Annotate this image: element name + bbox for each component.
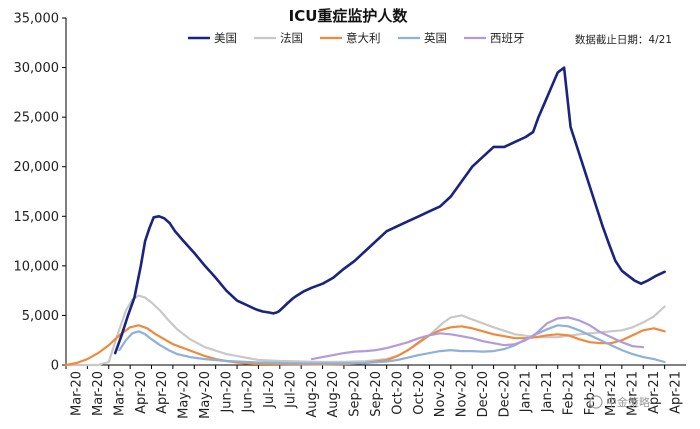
- y-tick-label: 15,000: [14, 210, 60, 225]
- x-tick-label: May-20: [198, 371, 213, 419]
- x-tick-label: Aug-20: [326, 371, 341, 418]
- series-line-4: [310, 316, 645, 361]
- x-tick-label: Mar-20: [112, 371, 127, 416]
- wechat-icon: [589, 395, 603, 409]
- y-tick-label: 35,000: [14, 12, 60, 27]
- x-tick-label: Jun-20: [219, 371, 234, 414]
- series-line-3: [118, 324, 666, 365]
- x-tick-label: Apr-20: [155, 371, 170, 414]
- watermark-text: 中金策略: [606, 395, 650, 409]
- y-tick-label: 20,000: [14, 160, 60, 175]
- data-cutoff-note: 数据截止日期：4/21: [575, 33, 672, 46]
- x-tick-label: Feb-21: [561, 371, 576, 415]
- x-tick-label: Mar-20: [70, 371, 85, 416]
- x-tick-label: May-20: [177, 371, 192, 419]
- x-tick-label: Apr-21: [668, 371, 683, 414]
- x-tick-label: Dec-20: [497, 371, 512, 417]
- axes-layer: 0 5,000 10,000 15,000 20,000 25,000 30,000 35,0…: [14, 12, 686, 419]
- x-tick-label: Jul-20: [262, 371, 277, 409]
- x-tick-label: Oct-20: [412, 371, 427, 415]
- y-tick-label: 5,000: [22, 309, 59, 324]
- x-tick-label: Sep-20: [348, 371, 363, 417]
- x-tick-label: Nov-20: [455, 371, 470, 417]
- y-tick-label: 30,000: [14, 61, 60, 76]
- x-tick-label: Jan-21: [540, 371, 555, 413]
- legend-label-1: 法国: [280, 31, 303, 45]
- x-tick-label: Mar-21: [604, 371, 619, 416]
- y-tick-label: 0: [51, 359, 59, 374]
- x-tick-label: Dec-20: [476, 371, 491, 417]
- x-tick-label: Jan-21: [519, 371, 534, 413]
- x-tick-label: Aug-20: [305, 371, 320, 418]
- x-tick-label: Apr-21: [647, 371, 662, 414]
- legend: 美国 法国 意大利 英国 西班牙: [188, 31, 525, 45]
- legend-label-4: 西班牙: [490, 31, 525, 45]
- x-tick-label: Mar-21: [626, 371, 641, 416]
- legend-label-3: 英国: [424, 31, 447, 45]
- series-line-0: [113, 66, 666, 355]
- y-tick-label: 25,000: [14, 111, 60, 126]
- x-tick-label: Feb-21: [583, 371, 598, 415]
- series-line-2: [64, 324, 666, 367]
- series-layer: [64, 66, 666, 367]
- x-tick-label: Apr-20: [134, 371, 149, 414]
- legend-label-0: 美国: [214, 31, 237, 45]
- x-tick-label: Jul-20: [283, 371, 298, 409]
- x-tick-label: Jun-20: [241, 371, 256, 414]
- x-tick-label: Mar-20: [91, 371, 106, 416]
- series-line-1: [64, 294, 666, 367]
- legend-label-2: 意大利: [346, 31, 381, 45]
- chart-title: ICU重症监护人数: [289, 7, 409, 25]
- x-tick-label: Sep-20: [369, 371, 384, 417]
- y-tick-label: 10,000: [14, 259, 60, 274]
- x-tick-label: Oct-20: [390, 371, 405, 415]
- watermark: 中金策略: [589, 395, 650, 409]
- x-tick-label: Nov-20: [433, 371, 448, 417]
